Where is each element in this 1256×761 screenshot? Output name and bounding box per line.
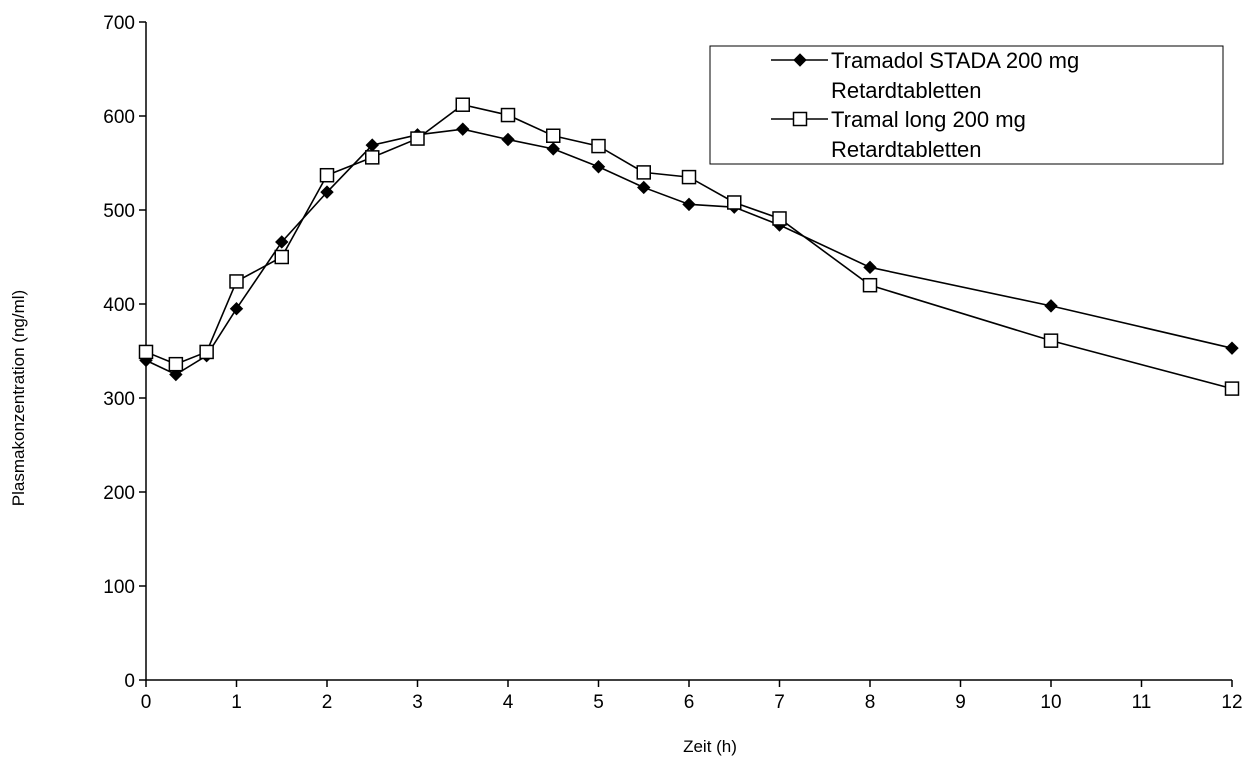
data-point-square: [138, 344, 154, 360]
data-point-diamond: [456, 122, 470, 136]
data-point-diamond: [275, 235, 289, 249]
data-point-square: [636, 165, 651, 180]
x-tick-label: 0: [141, 692, 152, 713]
y-tick-label: 400: [103, 295, 135, 316]
data-point-diamond: [637, 180, 651, 195]
x-tick-label: 2: [322, 692, 333, 713]
y-tick-label: 0: [124, 671, 135, 692]
x-axis-title: Zeit (h): [683, 737, 737, 756]
x-tick-label: 10: [1040, 692, 1061, 713]
legend-marker: [792, 111, 808, 127]
y-tick-label: 300: [103, 389, 135, 410]
series-2: [138, 97, 1240, 396]
data-point-diamond: [863, 260, 877, 275]
y-tick-label: 700: [103, 13, 135, 34]
data-point-square: [319, 167, 335, 183]
y-tick-label: 600: [103, 107, 135, 128]
x-tick-label: 7: [774, 692, 785, 713]
data-point-square: [455, 97, 470, 112]
y-tick-label: 200: [103, 483, 135, 504]
data-point-square: [229, 274, 244, 289]
x-tick-label: 8: [865, 692, 876, 713]
y-axis-ticks: 0 100 200 300 400 500 600 700: [103, 13, 146, 692]
data-point-square: [681, 169, 697, 185]
x-tick-label: 12: [1221, 692, 1242, 713]
data-point-square: [772, 211, 787, 226]
legend-label: Tramadol STADA 200 mg: [831, 48, 1079, 73]
legend-label: Retardtabletten: [831, 137, 981, 162]
data-point-square: [591, 138, 606, 154]
data-point-square: [168, 356, 184, 372]
y-tick-label: 500: [103, 201, 135, 222]
x-tick-label: 6: [684, 692, 695, 713]
data-point-square: [199, 344, 214, 360]
series-layer: [138, 97, 1240, 396]
legend-marker: [793, 53, 807, 67]
data-point-square: [365, 150, 380, 165]
x-tick-label: 11: [1132, 692, 1152, 713]
x-axis-ticks: 0 1 2 3 4 5 6 7 8 9 10 11 12: [141, 680, 1243, 713]
data-point-diamond: [1044, 299, 1058, 313]
y-tick-label: 100: [103, 577, 135, 598]
data-point-square: [274, 249, 289, 265]
data-point-square: [546, 128, 561, 143]
data-point-square: [500, 107, 516, 123]
data-point-diamond: [682, 197, 696, 212]
series-line: [145, 128, 1233, 376]
data-point-diamond: [501, 132, 515, 147]
data-point-diamond: [169, 367, 183, 382]
data-point-diamond: [546, 142, 560, 156]
data-point-square: [1043, 333, 1059, 348]
legend-items: Tramadol STADA 200 mg Retardtabletten Tram…: [771, 48, 1079, 162]
data-point-square: [862, 277, 878, 293]
data-point-square: [1224, 381, 1240, 396]
legend-label: Retardtabletten: [831, 78, 981, 103]
x-tick-label: 1: [231, 692, 242, 713]
legend-box: [709, 45, 1224, 165]
data-point-diamond: [1225, 341, 1239, 355]
y-axis-title: Plasmakonzentration (ng/ml): [9, 290, 28, 506]
x-tick-label: 9: [955, 692, 966, 713]
data-point-square: [410, 131, 425, 146]
legend: Tramadol STADA 200 mg Retardtabletten Tram…: [709, 45, 1224, 165]
legend-label: Tramal long 200 mg: [831, 107, 1026, 132]
data-point-square: [727, 195, 742, 210]
data-point-diamond: [229, 301, 244, 316]
x-tick-label: 5: [593, 692, 604, 713]
data-point-diamond: [320, 185, 334, 199]
x-tick-label: 3: [412, 692, 423, 713]
data-point-diamond: [591, 160, 606, 174]
x-tick-label: 4: [503, 692, 514, 713]
